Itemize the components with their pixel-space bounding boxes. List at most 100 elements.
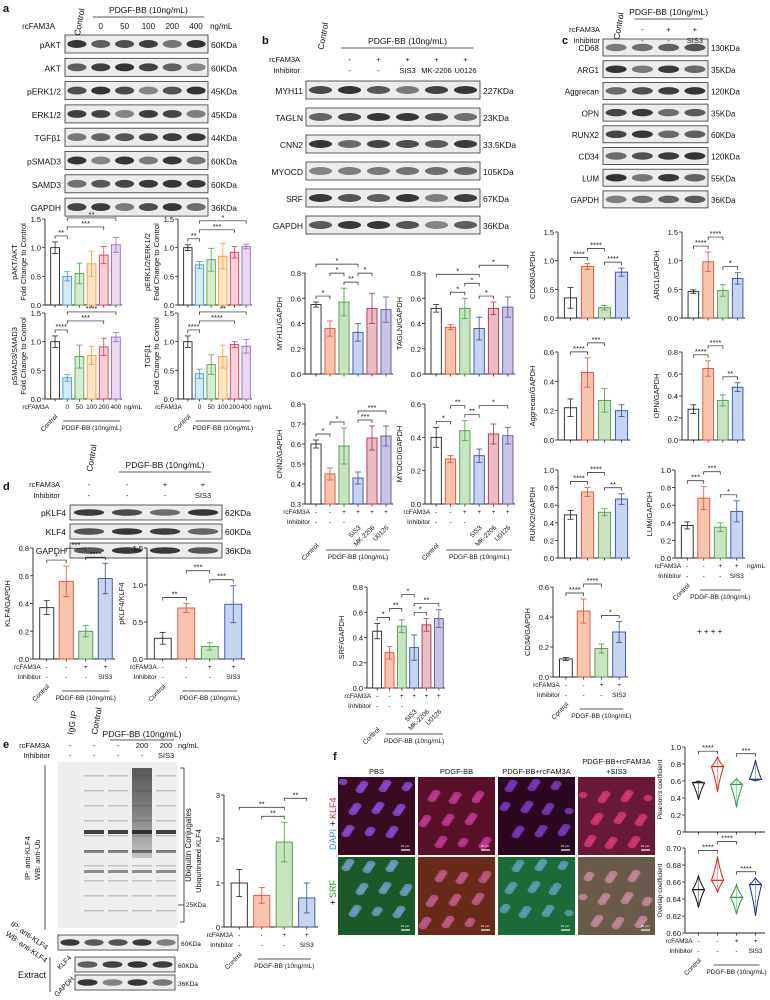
condition-row-label: rcFAM3A [283, 509, 310, 516]
blot-membrane [64, 34, 209, 54]
blot-protein-label: AKT [44, 63, 61, 73]
condition-value: SIS3 [98, 674, 112, 681]
panel-letter: b [262, 35, 269, 47]
blot-protein-label: SAMD3 [32, 180, 62, 190]
blot-membrane [602, 125, 709, 144]
blot-CD68 [602, 38, 709, 57]
condition-value: + [754, 938, 758, 945]
blot-band [115, 40, 135, 48]
condition-row-label: rcFAM3A [19, 741, 50, 750]
blot-band [138, 86, 158, 95]
y-tick-label: 0.6 [19, 572, 29, 581]
control-label: Control [40, 413, 60, 433]
blot-band [337, 194, 362, 202]
nucleus [418, 820, 428, 828]
condition-value: 400 [110, 404, 121, 411]
violin-Overlap-0 [691, 874, 706, 908]
nucleus [378, 887, 388, 895]
condition-value: - [46, 664, 48, 671]
nucleus [541, 910, 551, 918]
blot-membrane [74, 974, 176, 991]
nucleus [425, 900, 435, 908]
y-tick-label: 0.5 [31, 272, 41, 281]
significance-stars: * [419, 605, 422, 614]
blot-band-faint [108, 820, 128, 822]
y-tick-label: 0.4 [539, 613, 549, 622]
blot-band [424, 194, 449, 202]
significance-bracket [46, 559, 67, 564]
y-tick-label: 0.0 [133, 655, 143, 664]
dose-value: 200 [166, 22, 180, 31]
nucleus [511, 865, 521, 873]
significance-stars: *** [81, 219, 90, 228]
panel-letter: c [562, 35, 568, 47]
blot-band [366, 140, 391, 148]
y-axis-label: Fold Change to Control [152, 223, 161, 301]
y-tick-label: 0 [677, 828, 681, 837]
significance-bracket [693, 354, 709, 358]
blot-band-faint [108, 835, 128, 837]
blot-protein-label: ARG1 [577, 66, 599, 75]
y-tick-label: 0.8 [661, 484, 671, 493]
y-tick-label: 0.6 [411, 400, 421, 409]
blot-protein-label: TGFβ1 [34, 133, 61, 143]
blot-band-faint [132, 865, 152, 867]
condition-value: 400 [241, 404, 252, 411]
y-tick-label: 0.0 [544, 314, 554, 323]
significance-bracket [238, 806, 285, 811]
blot-OPN [602, 103, 709, 122]
condition-value: - [185, 674, 187, 681]
blot-band [186, 63, 206, 72]
blot-band [156, 830, 176, 834]
blot-band [91, 179, 111, 188]
y-tick-label: 0.2 [539, 643, 549, 652]
blot-kda-label: 35KDa [711, 66, 736, 75]
group-label: PDGF-BB (10ng/mL) [690, 594, 750, 601]
significance-stars: ** [172, 590, 178, 599]
blot-membrane [69, 542, 223, 559]
condition-value: - [716, 948, 718, 955]
nucleus [499, 804, 509, 812]
blot-band [156, 870, 176, 873]
significance-bracket [450, 291, 466, 296]
nucleus [604, 842, 614, 850]
blot-kda-label: 23KDa [483, 113, 509, 123]
blot-band [337, 140, 362, 148]
blot-kda-label: 36KDa [711, 196, 736, 205]
panel-letter: f [333, 751, 337, 763]
y-tick-label: 0.2 [544, 536, 554, 545]
condition-value: - [449, 509, 451, 516]
condition-value: + [463, 55, 468, 64]
condition-value: + [208, 664, 212, 671]
blot-band [658, 130, 680, 139]
significance-stars: **** [740, 864, 752, 873]
significance-stars: * [364, 265, 367, 274]
condition-value: SIS3 [748, 948, 762, 955]
blot-kda-label: 60KDa [211, 156, 237, 166]
condition-value: - [185, 664, 187, 671]
blot-membrane [64, 151, 209, 170]
condition-row-label: Inhibitor [658, 573, 682, 580]
scale-bar-label: 20 μm [401, 924, 410, 928]
significance-bracket [66, 217, 117, 221]
y-axis-label: MYOCD/GAPDH [395, 426, 404, 483]
significance-stars: * [727, 487, 730, 496]
y-tick-label: 0.4 [544, 519, 554, 528]
y-tick-label: 1.0 [31, 338, 41, 347]
blot-membrane [64, 174, 209, 194]
significance-bracket [65, 547, 87, 552]
condition-value: SIS3 [730, 573, 744, 580]
blot-CD34 [602, 147, 709, 165]
blot-band-faint [84, 910, 104, 912]
significance-stars: *** [592, 335, 601, 344]
bar-CD34-0 [559, 658, 573, 678]
significance-stars: ** [393, 601, 399, 610]
group-label: PDGF-BB (10ng/mL) [384, 738, 444, 745]
nucleus [511, 831, 521, 839]
significance-stars: * [609, 608, 612, 617]
condition-row-label: rcFAM3A [403, 509, 430, 516]
y-axis-label: Fold Change to Control [152, 317, 161, 395]
panel-letter: d [3, 481, 10, 493]
blot-band [658, 152, 680, 160]
